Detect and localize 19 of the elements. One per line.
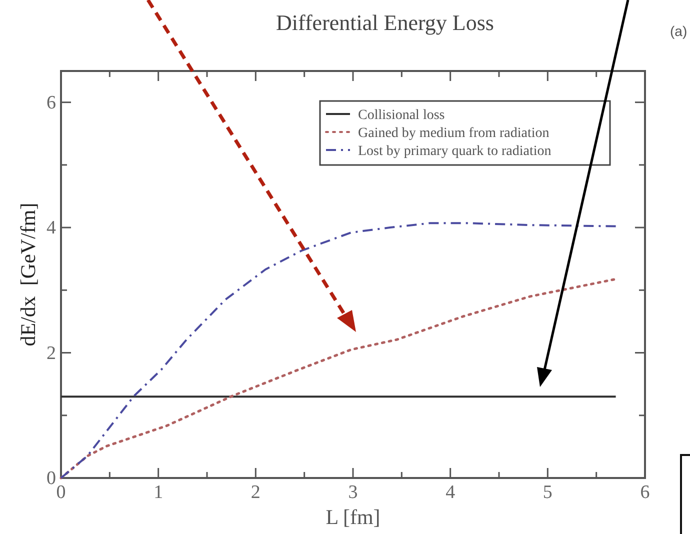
text: (a) (670, 23, 688, 39)
y-tick-label: 2 (46, 342, 56, 364)
x-tick-label: 5 (542, 482, 552, 503)
y-tick-label: 6 (46, 92, 56, 114)
x-tick-label: 1 (154, 482, 164, 503)
y-axis-title: dE/dx [GeV/fm] (16, 202, 40, 346)
x-tick-label: 2 (250, 482, 260, 503)
line-series (60, 278, 616, 480)
x-tick-label: 4 (446, 482, 456, 503)
x-axis-title: L [fm] (326, 505, 380, 529)
x-tick-label: 6 (640, 482, 650, 503)
chart-title: Differential Energy Loss (276, 10, 494, 35)
y-tick-label: 4 (46, 218, 56, 239)
y-tick-label: 0 (46, 468, 56, 489)
legend-label: Gained by medium from radiation (358, 126, 550, 141)
legend-label: Collisional loss (358, 108, 445, 123)
line-series (60, 222, 617, 479)
legend-label: Lost by primary quark to radiation (358, 144, 552, 159)
x-tick-label: 3 (348, 482, 358, 503)
